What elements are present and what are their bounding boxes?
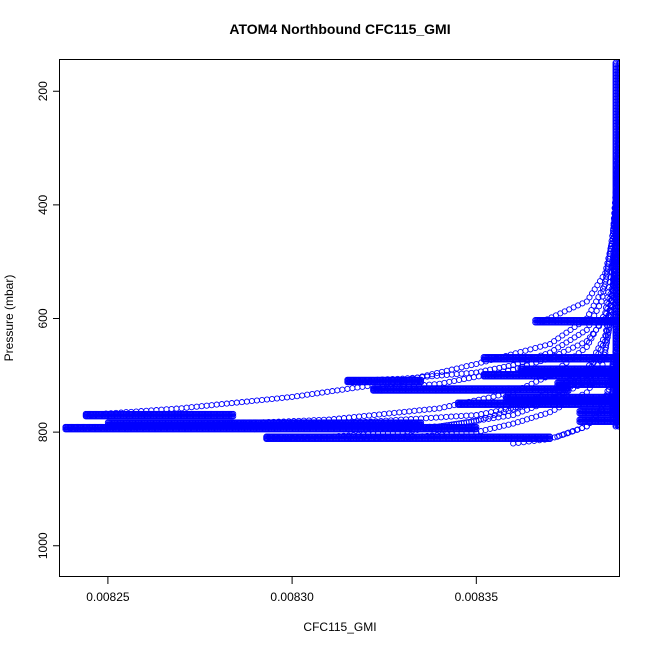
data-point: [559, 332, 566, 339]
data-point: [575, 350, 582, 357]
data-point: [418, 379, 425, 386]
data-point: [579, 347, 586, 354]
data-point: [546, 341, 554, 348]
x-axis-label: CFC115_GMI: [303, 620, 376, 634]
data-point: [593, 307, 600, 314]
data-point: [546, 433, 554, 440]
data-point: [418, 421, 425, 428]
data-point: [583, 338, 590, 345]
data-point: [596, 323, 603, 330]
data-point: [591, 286, 598, 293]
data-point: [473, 426, 480, 433]
data-point: [589, 330, 597, 337]
data-point: [551, 338, 558, 345]
data-point: [230, 413, 237, 420]
data-point: [546, 435, 554, 443]
data-point: [567, 326, 574, 333]
data-point: [505, 362, 512, 370]
data-point: [555, 335, 562, 342]
data-point: [583, 326, 590, 333]
data-point: [565, 387, 572, 394]
data-point: [583, 298, 590, 305]
plot-area: [62, 60, 620, 447]
y-axis-label: Pressure (mbar): [2, 275, 16, 362]
data-point: [546, 409, 554, 416]
data-point: [473, 423, 480, 430]
data-point: [563, 329, 570, 336]
data-point: [586, 334, 593, 341]
data-point: [418, 419, 425, 426]
data-point: [596, 303, 603, 310]
data-point: [599, 274, 606, 281]
chart-title: ATOM4 Northbound CFC115_GMI: [229, 21, 450, 37]
data-point: [418, 376, 425, 383]
data-point: [230, 410, 237, 417]
data-point: [593, 326, 600, 333]
